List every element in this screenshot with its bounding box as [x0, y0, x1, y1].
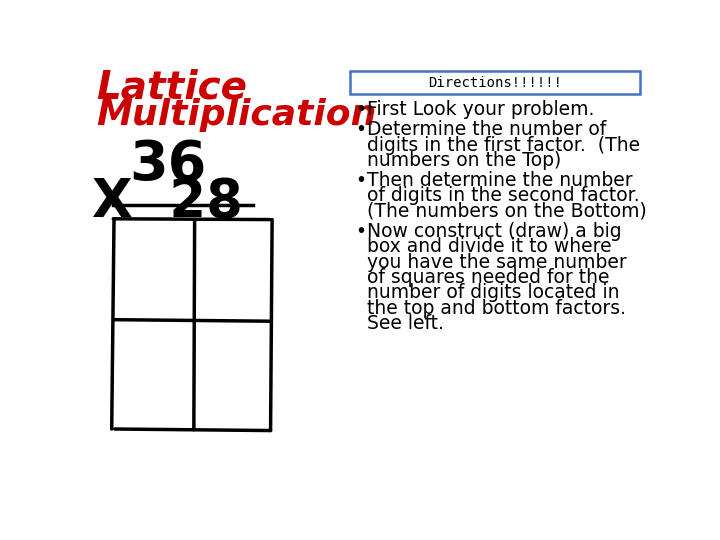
Text: Lattice: Lattice: [96, 69, 247, 107]
Text: •: •: [355, 222, 366, 241]
Text: you have the same number: you have the same number: [367, 253, 627, 272]
Text: Determine the number of: Determine the number of: [367, 120, 607, 139]
Text: First Look your problem.: First Look your problem.: [367, 100, 595, 119]
Text: See left.: See left.: [367, 314, 444, 333]
Text: 36: 36: [129, 138, 206, 192]
Text: the top and bottom factors.: the top and bottom factors.: [367, 299, 626, 318]
Text: digits in the first factor.  (The: digits in the first factor. (The: [367, 136, 641, 154]
Text: •: •: [355, 100, 366, 119]
Text: number of digits located in: number of digits located in: [367, 284, 620, 302]
Text: Then determine the number: Then determine the number: [367, 171, 633, 190]
Text: box and divide it to where: box and divide it to where: [367, 237, 612, 256]
Text: •: •: [355, 120, 366, 139]
Text: of squares needed for the: of squares needed for the: [367, 268, 610, 287]
Text: numbers on the Top): numbers on the Top): [367, 151, 562, 170]
Text: Now construct (draw) a big: Now construct (draw) a big: [367, 222, 622, 241]
Text: Multiplication: Multiplication: [96, 98, 377, 132]
Text: (The numbers on the Bottom): (The numbers on the Bottom): [367, 202, 647, 221]
Text: of digits in the second factor.: of digits in the second factor.: [367, 186, 640, 205]
Text: X  28: X 28: [92, 177, 243, 228]
FancyBboxPatch shape: [350, 71, 640, 94]
Text: Directions!!!!!!: Directions!!!!!!: [428, 76, 562, 90]
Text: •: •: [355, 171, 366, 190]
